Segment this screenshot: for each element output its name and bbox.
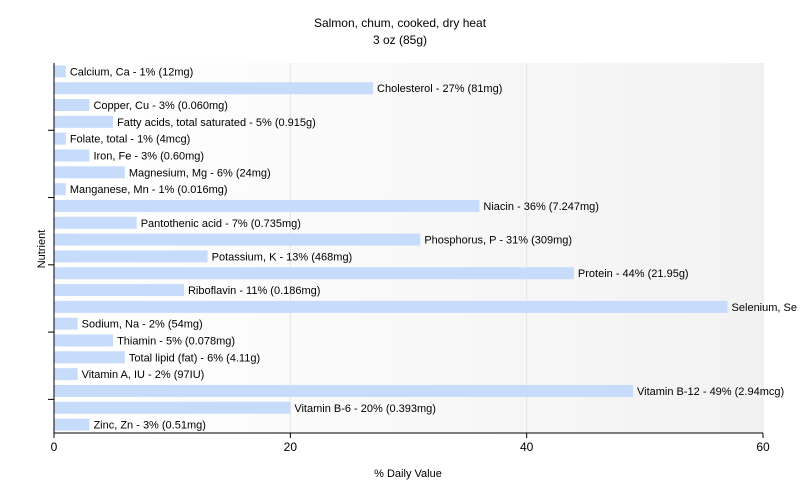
chart-title: Salmon, chum, cooked, dry heat [314, 16, 487, 30]
bar-label: Sodium, Na - 2% (54mg) [82, 319, 203, 331]
x-tick-label: 20 [284, 440, 298, 454]
bar-label: Vitamin B-12 - 49% (2.94mcg) [637, 386, 784, 398]
bar-label: Thiamin - 5% (0.078mg) [117, 336, 235, 348]
bar [54, 115, 114, 128]
bar [54, 216, 137, 229]
bar-label: Pantothenic acid - 7% (0.735mg) [141, 218, 301, 230]
bar-label: Phosphorus, P - 31% (309mg) [424, 235, 572, 247]
bar [54, 384, 634, 397]
bar-label: Zinc, Zn - 3% (0.51mg) [93, 420, 205, 432]
bar-label: Folate, total - 1% (4mcg) [70, 134, 190, 146]
bar [54, 65, 66, 78]
bar [54, 183, 66, 196]
bar-label: Magnesium, Mg - 6% (24mg) [129, 167, 271, 179]
bar-label: Fatty acids, total saturated - 5% (0.915… [117, 117, 316, 129]
bar [54, 82, 374, 95]
bar-label: Manganese, Mn - 1% (0.016mg) [70, 184, 228, 196]
chart-subtitle: 3 oz (85g) [373, 33, 427, 47]
bar-label: Potassium, K - 13% (468mg) [212, 251, 353, 263]
bar-label: Riboflavin - 11% (0.186mg) [188, 285, 320, 297]
x-tick-label: 0 [51, 440, 58, 454]
bar-label: Selenium, Se - 57% (39.8mcg) [732, 302, 800, 314]
x-tick-label: 60 [756, 440, 770, 454]
bar-label: Niacin - 36% (7.247mg) [483, 201, 599, 213]
bar [54, 233, 421, 246]
bar [54, 317, 78, 330]
y-axis-label: Nutrient [36, 230, 48, 269]
bar-label: Copper, Cu - 3% (0.060mg) [93, 100, 228, 112]
bar [54, 166, 125, 179]
bar [54, 284, 184, 297]
x-axis-label: % Daily Value [374, 468, 442, 480]
bar [54, 351, 125, 364]
bar [54, 149, 90, 162]
bar [54, 250, 208, 263]
bar [54, 267, 574, 280]
bar [54, 368, 78, 381]
bar-label: Calcium, Ca - 1% (12mg) [70, 66, 193, 78]
bar [54, 300, 728, 313]
plot-area [54, 63, 763, 433]
bars-group [54, 65, 728, 431]
bar-labels-group: Calcium, Ca - 1% (12mg) Cholesterol - 27%… [70, 66, 800, 431]
bar [54, 418, 90, 431]
plot-background [54, 63, 763, 433]
bar-label: Protein - 44% (21.95g) [578, 268, 689, 280]
bar-label: Vitamin A, IU - 2% (97IU) [82, 369, 205, 381]
bar [54, 401, 291, 414]
bar [54, 99, 90, 112]
bar [54, 199, 480, 212]
x-tick-label: 40 [520, 440, 534, 454]
bar-label: Iron, Fe - 3% (0.60mg) [93, 151, 204, 163]
bar-label: Cholesterol - 27% (81mg) [377, 83, 502, 95]
bar-label: Total lipid (fat) - 6% (4.11g) [129, 352, 260, 364]
grid-lines [289, 63, 764, 433]
bar [54, 334, 114, 347]
axes-group: 0 20 40 60 [48, 63, 770, 454]
bar [54, 132, 66, 145]
bar-label: Vitamin B-6 - 20% (0.393mg) [294, 403, 436, 415]
